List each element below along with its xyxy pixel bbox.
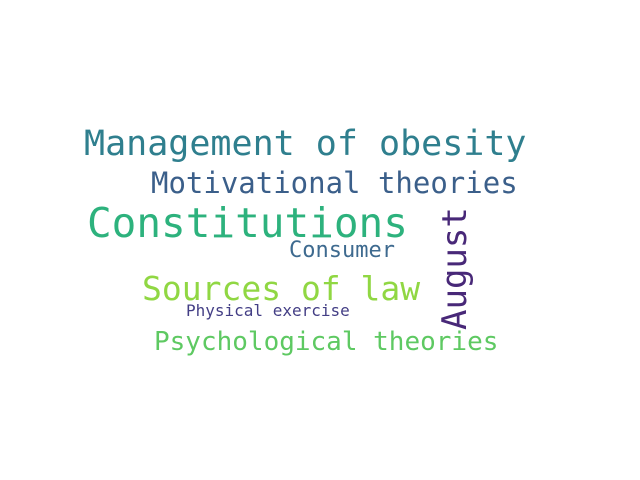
word-august: August bbox=[435, 207, 475, 330]
word-sources-of-law: Sources of law bbox=[142, 269, 421, 308]
word-motivational-theories: Motivational theories bbox=[151, 166, 518, 200]
word-consumer: Consumer bbox=[289, 238, 395, 263]
word-constitutions: Constitutions bbox=[87, 199, 408, 247]
word-management-of-obesity: Management of obesity bbox=[84, 124, 527, 164]
word-psychological-theories: Psychological theories bbox=[154, 327, 499, 357]
word-physical-exercise: Physical exercise bbox=[186, 301, 350, 320]
